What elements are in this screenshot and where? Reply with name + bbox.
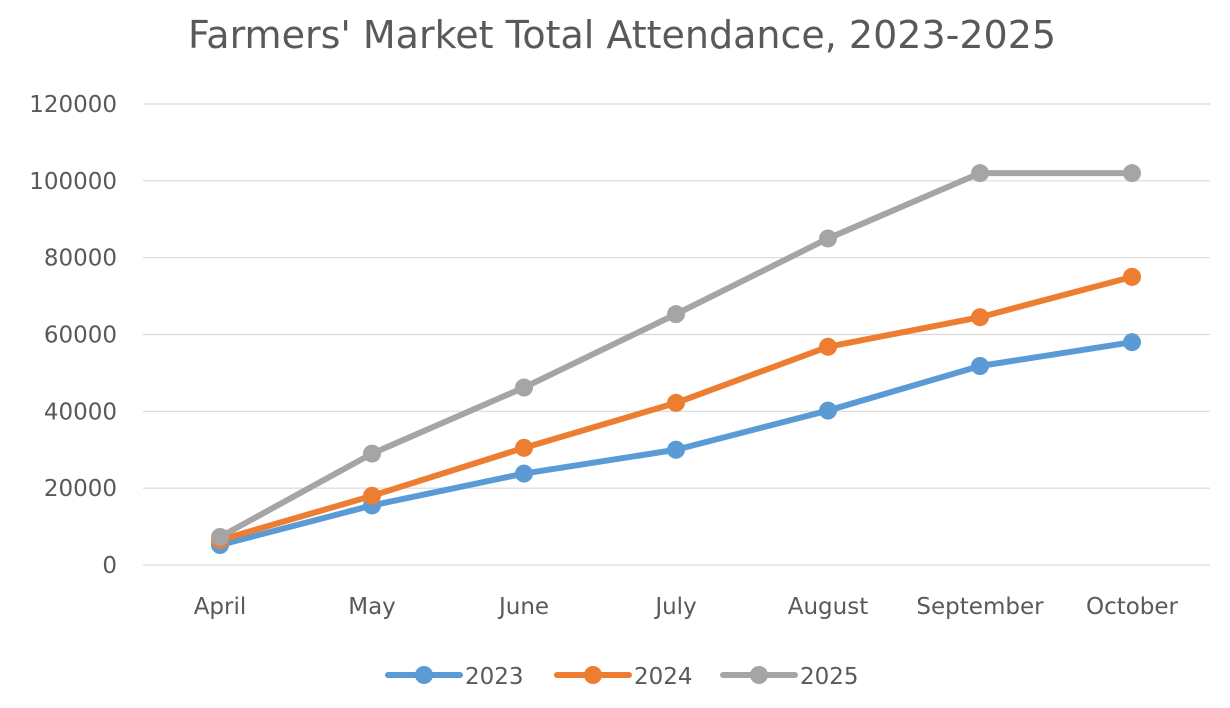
legend-label: 2025 <box>800 664 859 690</box>
data-point <box>667 305 685 324</box>
x-tick-label: October <box>1086 594 1179 620</box>
series-2023 <box>211 333 1141 555</box>
legend-label: 2023 <box>465 664 524 690</box>
series-line <box>217 170 1135 540</box>
y-tick-label: 20000 <box>44 476 117 502</box>
series-lines <box>211 164 1141 555</box>
x-tick-label: July <box>653 594 696 620</box>
y-tick-label: 80000 <box>44 246 117 272</box>
legend-item-2023: 2023 <box>385 664 524 690</box>
data-point <box>1123 333 1141 352</box>
data-point <box>363 444 381 463</box>
data-point <box>971 308 989 327</box>
legend-marker-icon <box>750 666 768 684</box>
data-point <box>515 438 533 457</box>
x-tick-label: April <box>194 594 247 620</box>
data-point <box>363 486 381 505</box>
y-tick-label: 60000 <box>44 323 117 349</box>
x-tick-label: September <box>916 594 1044 620</box>
data-point <box>515 378 533 397</box>
legend-label: 2024 <box>634 664 693 690</box>
legend-marker-icon <box>415 666 433 684</box>
chart-title: Farmers' Market Total Attendance, 2023-2… <box>188 13 1056 57</box>
y-tick-label: 100000 <box>29 169 117 195</box>
y-tick-label: 40000 <box>44 399 117 425</box>
data-point <box>971 164 989 183</box>
y-tick-label: 120000 <box>29 92 117 118</box>
x-tick-label: August <box>788 594 869 620</box>
data-point <box>819 229 837 248</box>
data-point <box>819 337 837 356</box>
legend-marker-icon <box>584 666 602 684</box>
data-point <box>1123 164 1141 183</box>
data-point <box>211 527 229 546</box>
legend: 2023 2024 2025 <box>385 664 859 690</box>
x-axis-ticks: April May June July August September October <box>194 594 1179 620</box>
legend-item-2025: 2025 <box>720 664 859 690</box>
data-point <box>1123 267 1141 286</box>
data-point <box>667 440 685 459</box>
legend-item-2024: 2024 <box>554 664 693 690</box>
data-point <box>819 401 837 420</box>
x-tick-label: June <box>497 594 549 620</box>
series-2025 <box>211 164 1141 546</box>
data-point <box>667 393 685 412</box>
data-point <box>971 357 989 376</box>
y-tick-label: 0 <box>102 553 117 579</box>
data-point <box>515 464 533 483</box>
x-tick-label: May <box>348 594 396 620</box>
y-axis-ticks: 0 20000 40000 60000 80000 100000 120000 <box>29 92 117 579</box>
